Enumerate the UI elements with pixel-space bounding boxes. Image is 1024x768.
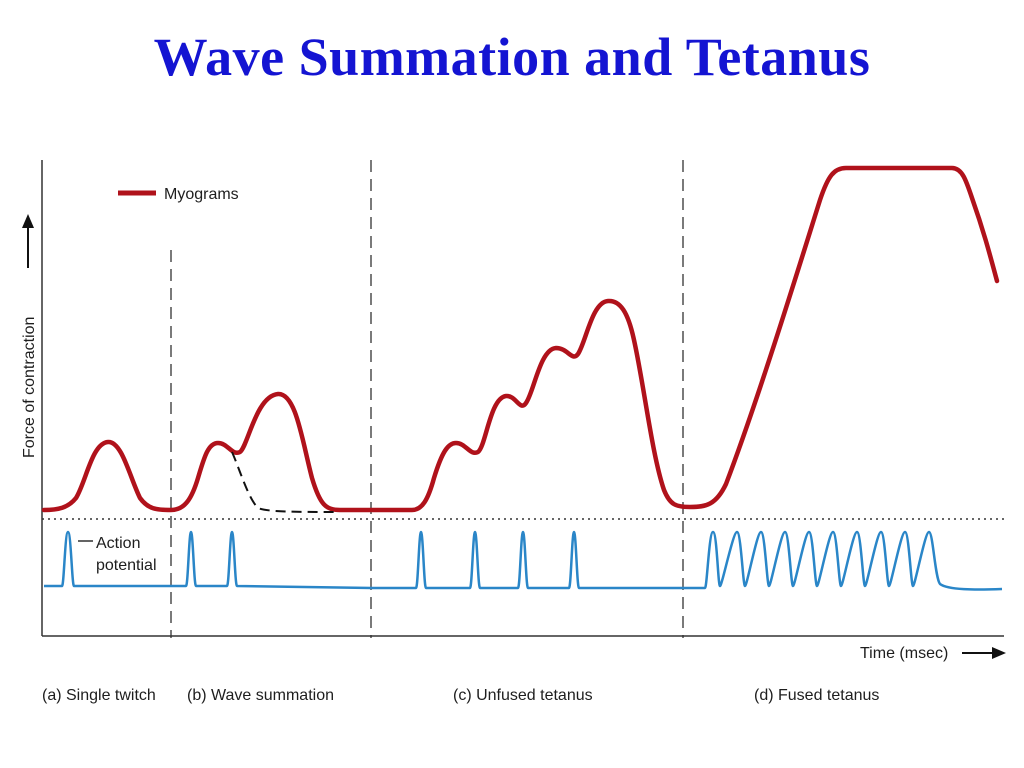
panel-label-single-twitch: (a) Single twitch xyxy=(42,687,156,704)
x-axis-arrow-icon xyxy=(962,647,1006,659)
single-twitch-decay-dashed xyxy=(231,451,335,513)
myogram-curve xyxy=(41,165,1000,513)
action-potential-trace xyxy=(44,530,1003,591)
y-axis-arrow-icon xyxy=(22,214,34,268)
panel-label-unfused-tetanus: (c) Unfused tetanus xyxy=(453,687,593,704)
panel-label-fused-tetanus: (d) Fused tetanus xyxy=(754,687,879,704)
slide-title: Wave Summation and Tetanus xyxy=(153,27,871,87)
x-axis-label: Time (msec) xyxy=(860,645,948,662)
legend-myogram-label: Myograms xyxy=(164,186,239,203)
legend-action-potential-label-2: potential xyxy=(96,557,157,574)
panel-label-wave-summation: (b) Wave summation xyxy=(187,687,334,704)
y-axis-label: Force of contraction xyxy=(21,317,38,458)
legend-action-potential-label-1: Action xyxy=(96,535,140,552)
